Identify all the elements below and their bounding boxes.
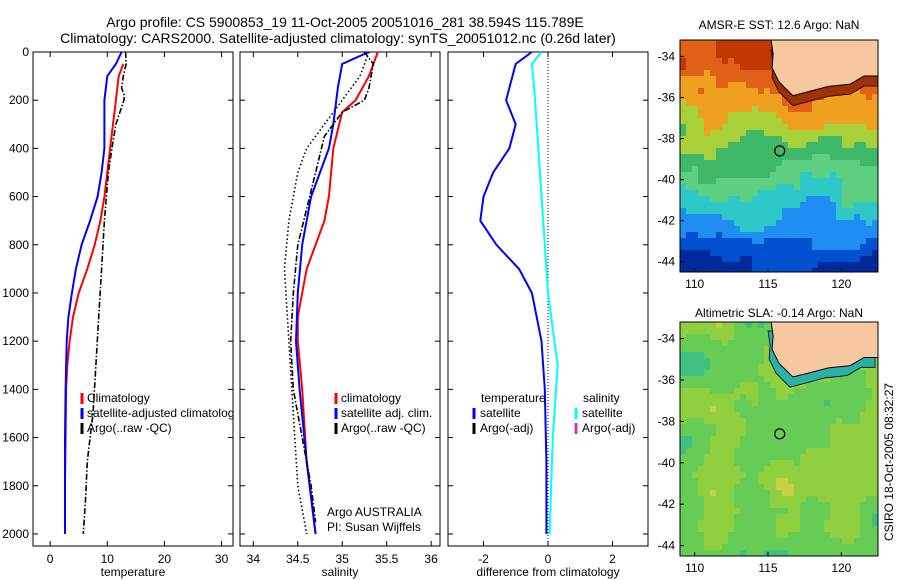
map-field [680,322,878,556]
y-tick-label: 0 [22,45,29,59]
y-tick-label: 1600 [2,431,29,445]
float-position-marker [774,145,786,157]
x-tick-label: 35.5 [375,552,399,566]
float-position-marker [774,428,786,440]
lat-tick-label: -44 [658,255,676,269]
x-axis-label: difference from climatology [476,565,619,579]
sst-map: AMSR-E SST: 12.6 Argo: NaN 110 115 120 -34 -3… [658,18,879,291]
y-tick-label: 600 [9,190,29,204]
legend-header-temperature: temperature [481,391,546,405]
profile-panels: 0 10 20 30020040060080010001200140016001800… [2,45,649,579]
profile-panel-temperature: 0 10 20 30 0 200 400 600 800 1000 1200 1400 1600 1800… [2,45,234,579]
x-tick-label: 30 [215,552,229,566]
x-axis-label: temperature [101,565,166,579]
map-title: AMSR-E SST: 12.6 Argo: NaN [699,18,860,32]
y-tick-label: 200 [9,93,29,107]
lat-tick-label: -40 [658,173,676,187]
series-line-argo-raw-qc- [289,52,375,522]
credit-stamp: CSIRO 18-Oct-2005 08:32:27 [882,383,896,541]
sla-map: Altimetric SLA: -0.14 Argo: NaN 110 115 120… [658,306,879,575]
land-mass [770,322,878,378]
map-frame [679,321,879,557]
x-tick-label: -2 [478,552,489,566]
x-tick-label: 36 [424,552,438,566]
profile-panel-salinity: 34 34.5 35 35.5 36 salinity climatologysatelli… [239,51,441,579]
legend-label: satellite [582,406,623,420]
lon-tick-label: 110 [685,561,704,575]
y-tick-label: 1200 [2,334,29,348]
y-tick-label: 1800 [2,479,29,493]
series-line-satellite [479,52,548,534]
lon-tick-label: 115 [758,561,777,575]
figure-title-line1: Argo profile: CS 5900853_19 11-Oct-2005 … [106,14,583,30]
legend-label: Climatology [87,391,150,405]
y-tick-label: 1000 [2,286,29,300]
map-frame [679,39,879,273]
y-tick-label: 2000 [2,527,29,541]
y-tick-label: 400 [9,141,29,155]
legend-label: satellite-adjusted climatolog [87,406,234,420]
legend: temperature salinitysatelliteArgo(-adj)sa… [472,391,635,435]
lon-tick-label: 110 [685,277,704,291]
lat-tick-label: -38 [658,414,676,428]
lat-tick-label: -36 [658,90,676,104]
map-field [680,40,878,272]
legend-label: Argo(..raw -QC) [87,421,172,435]
x-axis-label: salinity [322,565,359,579]
legend-label: climatology [341,391,401,405]
x-tick-label: 2 [609,552,616,566]
lat-tick-label: -34 [658,332,676,346]
x-tick-label: 35 [336,552,350,566]
legend-label: Argo(-adj) [480,421,533,435]
x-tick-label: 0 [47,552,54,566]
series-group [64,52,127,535]
lat-tick-label: -38 [658,132,676,146]
series-line-satellite [530,52,559,535]
legend-label: Argo(..raw -QC) [341,421,426,435]
legend-label: satellite adj. clim. [341,406,432,420]
lat-tick-label: -44 [658,539,676,553]
satellite-maps: AMSR-E SST: 12.6 Argo: NaN 110 115 120 -34 -3… [658,18,879,575]
figure-title-line2: Climatology: CARS2000. Satellite-adjuste… [60,30,616,46]
map-title: Altimetric SLA: -0.14 Argo: NaN [695,306,863,320]
legend-label: Argo(-adj) [582,421,635,435]
y-tick-label: 800 [9,238,29,252]
plot-frame [32,51,234,547]
x-tick-label: 0 [545,552,552,566]
land-mass [770,40,878,97]
lat-tick-label: -36 [658,373,676,387]
lon-tick-label: 115 [758,277,777,291]
series-line-climatology [296,52,379,535]
annotation-text: Argo AUSTRALIA [327,505,422,519]
series-line-argo-raw-qc- [82,52,127,535]
lon-tick-label: 120 [831,277,851,291]
series-line-satellite-adj-clim- [294,52,370,535]
x-tick-label: 10 [101,552,115,566]
plot-frame [239,51,441,547]
x-tick-label: 34 [247,552,261,566]
y-tick-label: 1400 [2,382,29,396]
lat-tick-label: -34 [658,49,676,63]
lat-tick-label: -40 [658,456,676,470]
legend-header-salinity: salinity [583,391,620,405]
x-tick-label: 34.5 [286,552,310,566]
series-group [479,52,559,535]
lon-tick-label: 120 [831,561,851,575]
legend-label: satellite [480,406,521,420]
series-line-satellite-adjusted-climatolog [64,52,123,534]
series-group [283,52,379,535]
annotation-text: PI: Susan Wijffels [327,520,421,534]
x-tick-label: 20 [158,552,172,566]
lat-tick-label: -42 [658,497,676,511]
lat-tick-label: -42 [658,214,676,228]
